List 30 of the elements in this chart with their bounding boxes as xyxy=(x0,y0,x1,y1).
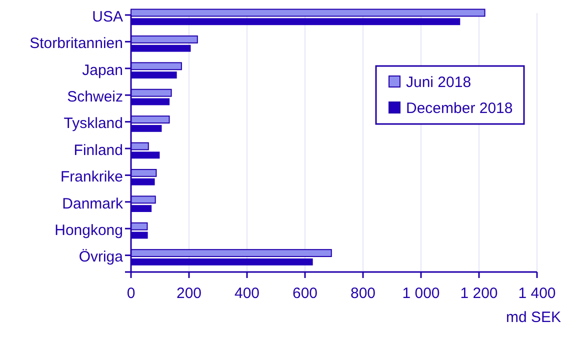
bar xyxy=(131,152,160,159)
y-tick-label: Storbritannien xyxy=(30,35,123,52)
x-tick-label: 1 200 xyxy=(460,285,498,302)
x-tick-label: 600 xyxy=(292,285,318,302)
x-tick-label: 0 xyxy=(126,285,136,302)
bar xyxy=(131,178,155,186)
legend-label: Juni 2018 xyxy=(406,74,472,91)
y-tick-label: Finland xyxy=(74,142,123,159)
x-tick-label: 400 xyxy=(234,285,260,302)
y-tick-label: Tyskland xyxy=(64,115,123,132)
y-tick-label: Hongkong xyxy=(54,222,123,239)
bar xyxy=(131,98,170,106)
y-tick-label: Japan xyxy=(82,62,123,79)
legend-label: December 2018 xyxy=(406,100,513,117)
y-tick-label: Danmark xyxy=(62,195,124,212)
y-tick-label: Schweiz xyxy=(67,88,123,106)
x-axis-title: md SEK xyxy=(506,309,561,326)
x-tick-label: 1 000 xyxy=(402,285,440,302)
bar xyxy=(131,124,162,132)
bar xyxy=(131,72,177,78)
x-tick-label: 800 xyxy=(350,285,376,302)
bar xyxy=(131,44,191,52)
bar xyxy=(131,18,460,26)
x-tick-label: 200 xyxy=(176,285,202,302)
x-tick-label: 1 400 xyxy=(518,285,556,302)
y-tick-label: Övriga xyxy=(78,248,124,266)
bar xyxy=(131,258,313,266)
bar xyxy=(131,205,152,212)
y-tick-label: Frankrike xyxy=(60,168,123,186)
y-tick-label: USA xyxy=(92,8,123,26)
